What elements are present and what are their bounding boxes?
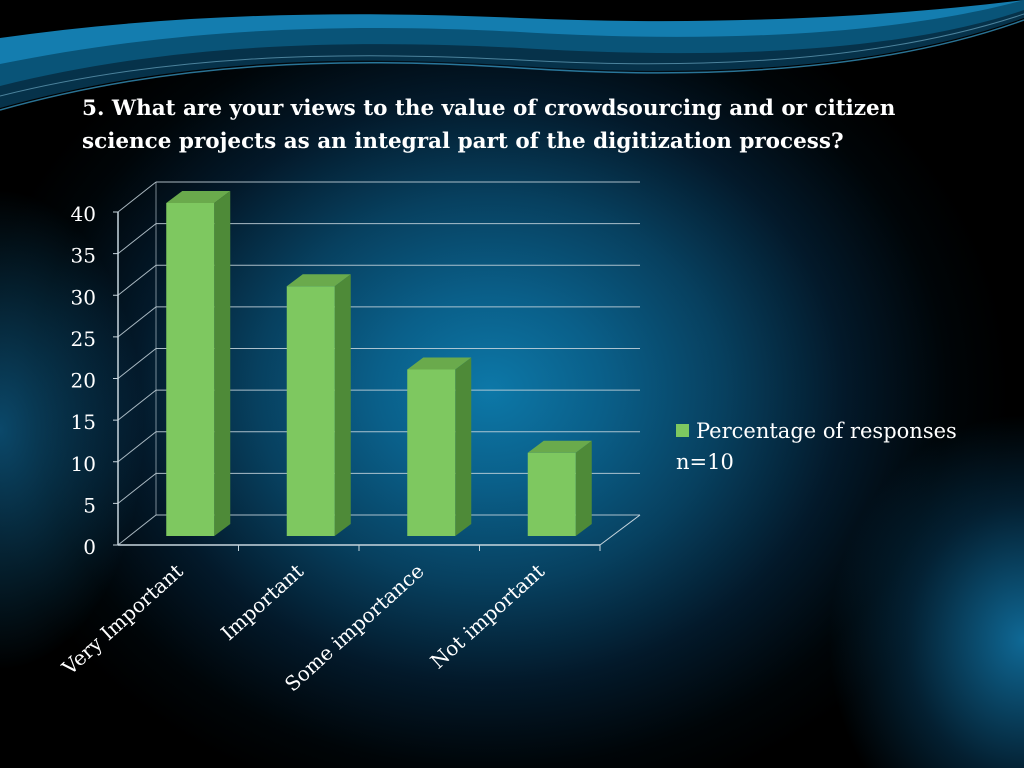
gridline-side: [117, 389, 157, 421]
y-tick-label: 0: [83, 535, 96, 559]
bar: [286, 274, 351, 536]
y-tick-label: 35: [71, 244, 96, 268]
bar: [166, 191, 231, 536]
x-category-label: Important: [216, 559, 308, 645]
floor-edge: [599, 514, 641, 546]
bar-top: [527, 440, 592, 453]
gridline-side: [117, 431, 157, 463]
bar-front: [166, 203, 215, 536]
x-category-label: Not important: [426, 559, 550, 674]
slide-title: 5. What are your views to the value of c…: [82, 96, 896, 154]
chart-axes: [113, 211, 641, 551]
bar-top: [286, 274, 351, 287]
x-category-label: Very Important: [56, 559, 187, 680]
gridline-side: [117, 514, 157, 546]
chart-legend: Percentage of responses n=10: [676, 416, 976, 478]
gridline-side: [117, 264, 157, 296]
bar-top: [407, 357, 472, 370]
gridline-side: [117, 348, 157, 379]
bar-side: [455, 357, 472, 536]
bar-front: [286, 286, 335, 536]
chart-bars: [166, 191, 592, 536]
bar-side: [214, 191, 231, 536]
y-tick-label: 5: [83, 493, 96, 517]
bar-front: [407, 369, 456, 536]
gridline-side: [117, 472, 157, 504]
y-tick-label: 40: [71, 202, 96, 226]
bar: [527, 440, 592, 536]
legend-swatch: [676, 424, 689, 437]
y-tick-label: 20: [71, 369, 96, 393]
legend-label: Percentage of responses n=10: [676, 419, 957, 474]
gridline-side: [117, 306, 157, 338]
bar-front: [527, 452, 576, 536]
decorative-swoosh: [0, 0, 1024, 111]
y-tick-label: 30: [71, 285, 96, 309]
y-tick-label: 10: [71, 452, 96, 476]
bar-side: [575, 440, 592, 536]
bar-top: [166, 191, 231, 203]
y-tick-label: 15: [71, 410, 96, 434]
chart-gridlines: [117, 181, 640, 546]
gridline-side: [117, 181, 157, 213]
bar-side: [334, 274, 351, 536]
gridline-side: [117, 223, 157, 255]
bar: [407, 357, 472, 536]
y-tick-label: 25: [71, 327, 96, 351]
